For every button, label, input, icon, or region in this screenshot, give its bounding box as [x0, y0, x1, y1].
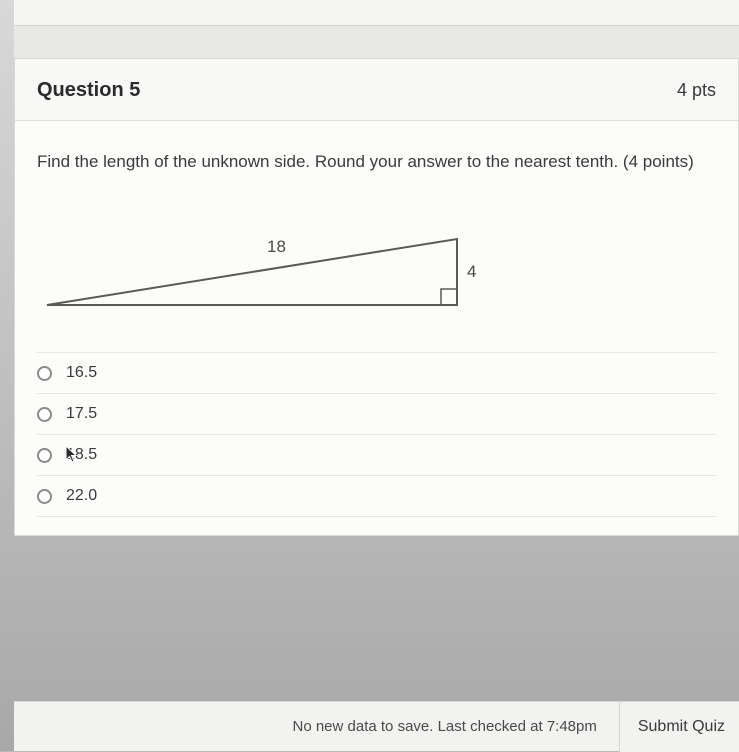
option-row[interactable]: 22.0 [37, 476, 716, 517]
question-card: Question 5 4 pts Find the length of the … [14, 58, 739, 536]
hypotenuse-label: 18 [267, 237, 286, 256]
triangle-svg: 18 4 [37, 197, 477, 317]
option-label: 17.5 [66, 405, 97, 423]
submit-quiz-button[interactable]: Submit Quiz [619, 702, 739, 752]
question-header: Question 5 4 pts [15, 59, 738, 121]
save-status-text: No new data to save. Last checked at 7:4… [293, 718, 597, 735]
option-row[interactable]: 16.5 [37, 352, 716, 394]
right-angle-marker [441, 289, 457, 305]
footer-bar: No new data to save. Last checked at 7:4… [14, 701, 739, 751]
question-body: Find the length of the unknown side. Rou… [15, 121, 738, 535]
option-label: 18.5 [66, 446, 97, 464]
radio-icon[interactable] [37, 366, 52, 381]
question-prompt: Find the length of the unknown side. Rou… [37, 149, 716, 175]
question-points: 4 pts [677, 80, 716, 101]
option-row[interactable]: 17.5 [37, 394, 716, 435]
triangle-figure: 18 4 [37, 197, 716, 322]
content-area: Question 5 4 pts Find the length of the … [14, 0, 739, 536]
radio-icon[interactable] [37, 407, 52, 422]
radio-icon[interactable] [37, 448, 52, 463]
question-title: Question 5 [37, 79, 140, 102]
option-label: 22.0 [66, 487, 97, 505]
card-gap [14, 26, 739, 58]
option-row[interactable]: 18.5 [37, 435, 716, 476]
answer-options: 16.5 17.5 18.5 22.0 [37, 352, 716, 517]
radio-icon[interactable] [37, 489, 52, 504]
prev-card-edge [14, 0, 739, 26]
option-label: 16.5 [66, 364, 97, 382]
triangle-shape [47, 239, 457, 305]
right-side-label: 4 [467, 262, 476, 281]
